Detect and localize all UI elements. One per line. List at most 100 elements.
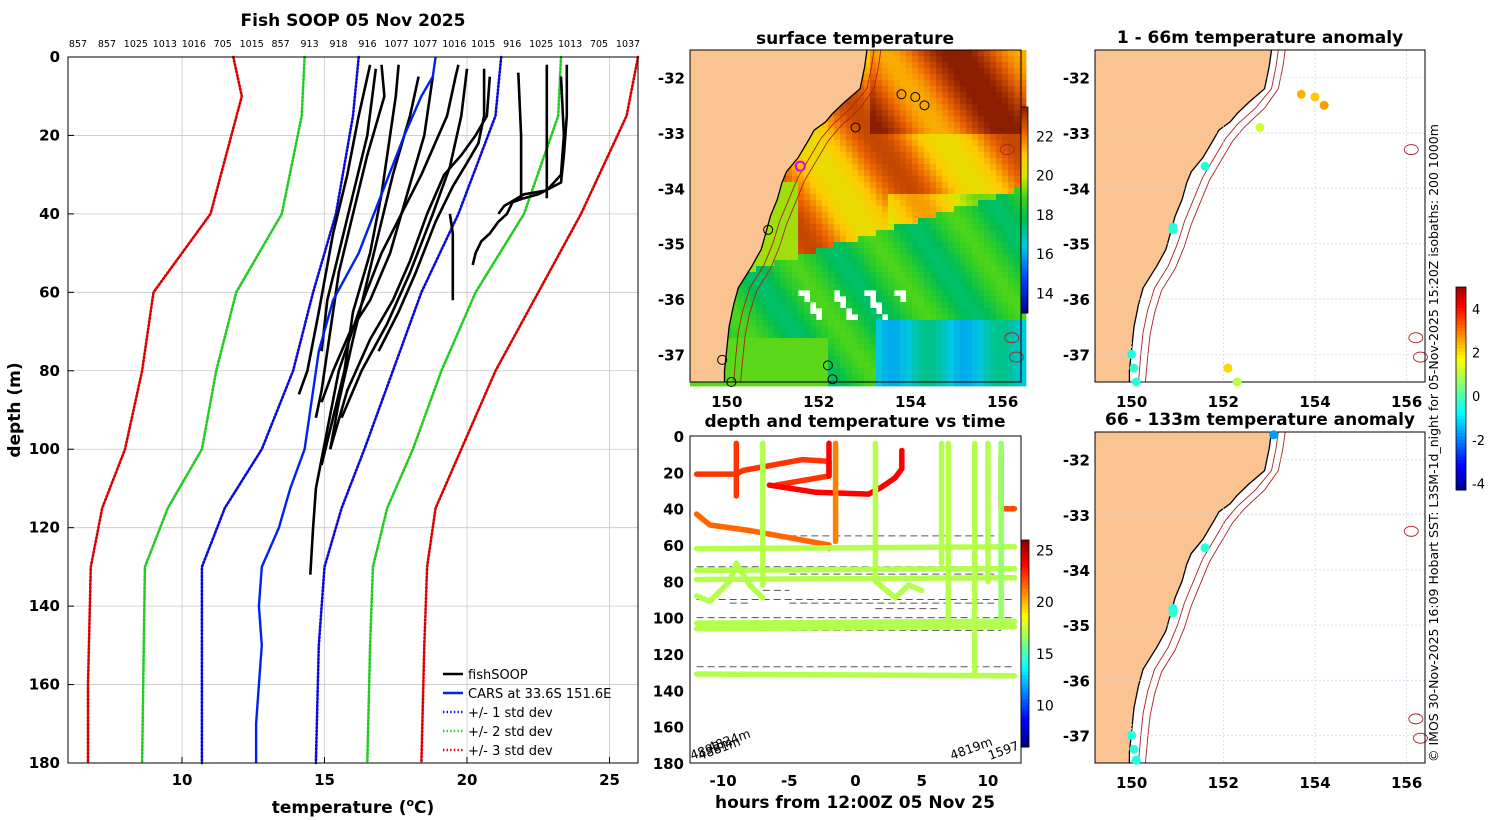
sst-cell [792,314,799,321]
x-tick-label: 156 [1391,393,1422,411]
sst-colorbar-cell [1021,144,1028,149]
sst-cell [1008,290,1015,297]
sst-cell [990,104,997,111]
sst-cell [996,146,1003,153]
sst-cell [996,62,1003,69]
sst-cell [888,92,895,99]
sst-cell [924,134,931,141]
time-colorbar-cell [1021,643,1029,648]
sst-cell [966,116,973,123]
sst-cell [954,164,961,171]
sst-colorbar-cell [1021,137,1028,142]
sst-cell [936,188,943,195]
sst-cell [972,158,979,165]
sst-cell [942,62,949,69]
sst-cell [876,350,883,357]
sst-cell [804,152,811,159]
sst-cell [978,158,985,165]
sst-cell [804,224,811,231]
sst-cell [942,56,949,63]
x-tick-label: 15 [314,771,335,789]
sst-cell [876,80,883,87]
sst-cell [912,284,919,291]
sst-cell [912,374,919,381]
time-colorbar-cell [1021,550,1029,555]
sst-cell [894,98,901,105]
sst-cell [972,194,979,201]
sst-cell [960,272,967,279]
sst-cell [816,284,823,291]
sst-cell [732,326,739,333]
sst-cell [954,350,961,357]
sst-cell [936,332,943,339]
sst-cell [990,134,997,141]
sst-cell [948,140,955,147]
sst-cell [894,380,901,387]
sst-cell [762,254,769,261]
time-colorbar-cell [1021,729,1029,734]
sst-cell [774,338,781,345]
sst-cell [942,338,949,345]
sst-cell [846,140,853,147]
sst-cell [978,248,985,255]
sst-cell [966,320,973,327]
sst-cell [990,230,997,237]
sst-cell [750,266,757,273]
sst-cell [936,380,943,387]
sst-cell [852,344,859,351]
y-tick-label: 100 [653,610,684,628]
sst-cell [804,356,811,363]
sst-cell [1008,152,1015,159]
sst-cell [984,206,991,213]
fishsoop-profile-4 [328,76,420,450]
sst-cell [918,326,925,333]
sst-cell [1008,164,1015,171]
x-tick-label: 152 [803,393,834,411]
sst-cell [960,206,967,213]
anomaly-colorbar-frame [1455,286,1467,491]
sst-cell [900,284,907,291]
sst-cell [786,260,793,267]
sst-cell [810,332,817,339]
y-tick-label: -37 [1063,346,1090,364]
sst-cell [870,152,877,159]
sst-cell [822,170,829,177]
sst-cell [810,338,817,345]
sst-cell [870,380,877,387]
sst-cell [798,206,805,213]
sst-cell [960,146,967,153]
sst-cell [960,158,967,165]
anomaly-colorbar-tick-label: 0 [1472,390,1480,405]
seamount-contour [1008,351,1024,363]
sst-cell [864,356,871,363]
sst-cell [990,326,997,333]
sst-cell [816,272,823,279]
sst-cell [852,320,859,327]
sst-cell [924,356,931,363]
sst-cell [1020,350,1027,357]
sst-cell [834,374,841,381]
sst-cell [936,338,943,345]
sst-cell [912,128,919,135]
sst-cell [924,146,931,153]
sst-cell [834,218,841,225]
sst-cell [918,290,925,297]
time-colorbar-cell [1021,743,1029,748]
sst-cell [786,284,793,291]
sst-cell [1008,242,1015,249]
sst-cell [996,320,1003,327]
sst-cell [924,188,931,195]
sst-cell [954,80,961,87]
sst-cell [786,350,793,357]
sst-cell [960,104,967,111]
sst-cell [738,320,745,327]
sst-cell [774,242,781,249]
top-label: 705 [590,39,608,50]
sst-cell [1008,284,1015,291]
sst-cell [990,236,997,243]
sst-cell [918,80,925,87]
sst-cell [846,116,853,123]
time-colorbar-cell [1021,684,1029,689]
anomaly-point [1168,225,1178,235]
sst-cell [816,356,823,363]
